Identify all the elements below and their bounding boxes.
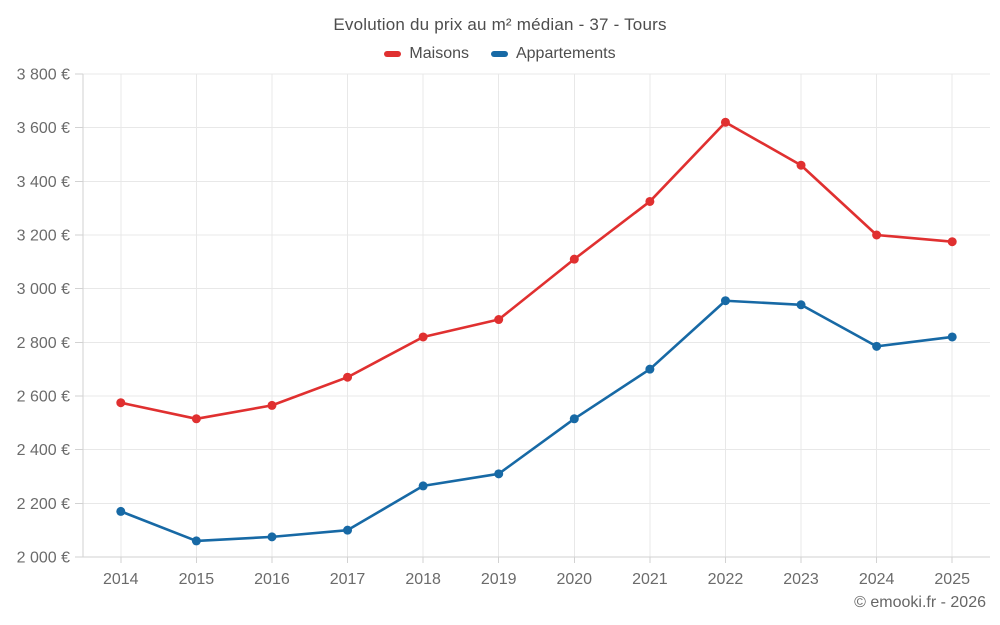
x-axis-label: 2024 <box>859 571 895 588</box>
data-point-maisons-2019[interactable] <box>494 315 504 325</box>
x-axis-label: 2020 <box>556 571 592 588</box>
x-axis-label: 2019 <box>481 571 517 588</box>
y-axis-label: 3 000 € <box>17 281 70 298</box>
x-axis-label: 2014 <box>103 571 139 588</box>
data-point-maisons-2025[interactable] <box>947 237 957 247</box>
chart-title: Evolution du prix au m² médian - 37 - To… <box>333 15 667 34</box>
data-point-appartements-2025[interactable] <box>947 332 957 342</box>
data-point-maisons-2015[interactable] <box>191 414 201 424</box>
legend-marker-maisons-icon <box>384 51 402 57</box>
data-point-appartements-2018[interactable] <box>418 481 428 491</box>
data-point-appartements-2022[interactable] <box>720 296 730 306</box>
legend-label-appartements: Appartements <box>515 45 616 62</box>
data-point-maisons-2022[interactable] <box>720 117 730 127</box>
data-point-appartements-2024[interactable] <box>872 341 882 351</box>
x-axis-label: 2017 <box>330 571 366 588</box>
y-axis-label: 3 400 € <box>17 174 70 191</box>
x-axis-label: 2023 <box>783 571 819 588</box>
data-point-appartements-2015[interactable] <box>191 536 201 546</box>
footer-credit: © emooki.fr - 2026 <box>854 594 986 611</box>
data-point-maisons-2018[interactable] <box>418 332 428 342</box>
x-axis-label: 2015 <box>179 571 215 588</box>
data-point-appartements-2019[interactable] <box>494 469 504 479</box>
y-axis-label: 3 800 € <box>17 67 70 84</box>
legend-item-appartements[interactable]: Appartements <box>490 45 616 63</box>
data-point-maisons-2021[interactable] <box>645 196 655 206</box>
data-point-maisons-2014[interactable] <box>116 398 126 408</box>
x-axis-label: 2018 <box>405 571 441 588</box>
series-line-appartements <box>119 299 954 543</box>
legend-marker-appartements-icon <box>490 51 508 57</box>
chart-legend: Maisons Appartements <box>0 45 1000 63</box>
data-point-appartements-2017[interactable] <box>343 525 353 535</box>
y-axis-label: 2 000 € <box>17 550 70 567</box>
data-point-maisons-2017[interactable] <box>343 372 353 382</box>
data-point-appartements-2016[interactable] <box>267 532 277 542</box>
legend-item-maisons[interactable]: Maisons <box>384 45 469 63</box>
y-axis-label: 2 400 € <box>17 442 70 459</box>
y-axis-label: 2 200 € <box>17 496 70 513</box>
x-axis-label: 2022 <box>708 571 744 588</box>
data-point-maisons-2023[interactable] <box>796 160 806 170</box>
y-axis-label: 2 800 € <box>17 335 70 352</box>
data-point-appartements-2023[interactable] <box>796 300 806 310</box>
x-axis-label: 2016 <box>254 571 290 588</box>
x-axis-label: 2025 <box>934 571 970 588</box>
data-point-maisons-2020[interactable] <box>569 254 579 264</box>
data-point-appartements-2021[interactable] <box>645 364 655 374</box>
legend-label-maisons: Maisons <box>409 45 469 62</box>
data-point-maisons-2024[interactable] <box>872 230 882 240</box>
x-axis-label: 2021 <box>632 571 668 588</box>
data-point-maisons-2016[interactable] <box>267 400 277 410</box>
y-axis-label: 3 200 € <box>17 228 70 245</box>
data-point-appartements-2014[interactable] <box>116 506 126 516</box>
y-axis-label: 3 600 € <box>17 120 70 137</box>
data-point-appartements-2020[interactable] <box>569 414 579 424</box>
y-axis-label: 2 600 € <box>17 389 70 406</box>
series-line-maisons <box>119 121 954 421</box>
